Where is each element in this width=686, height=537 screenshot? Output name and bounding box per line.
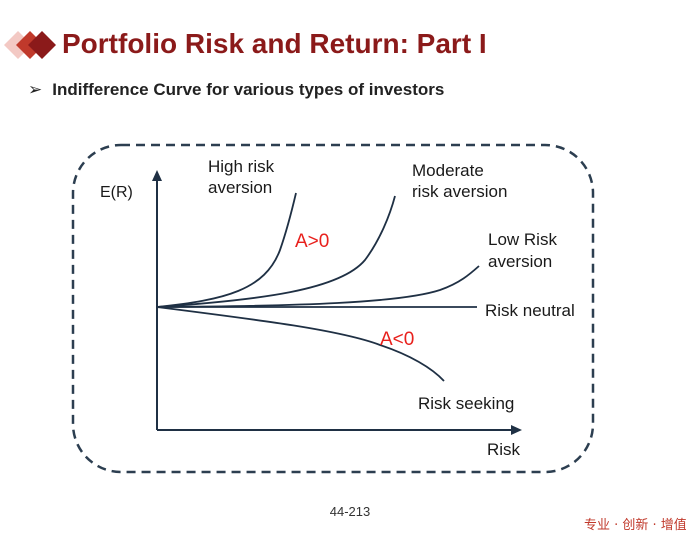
subtitle-text: Indifference Curve for various types of … [52,80,445,99]
curve-risk-seeking [156,306,445,382]
y-axis-arrowhead [152,170,162,181]
annotation-a-negative: A<0 [380,329,414,350]
curve-moderate-risk-aversion [156,195,396,308]
label-high-risk-aversion: High risk aversion [208,157,279,197]
footer-slogan: 专业 · 创新 · 增值 [584,518,686,533]
slide-title: Portfolio Risk and Return: Part I [62,28,487,59]
diamond-logo-icon [4,31,56,59]
label-risk-neutral: Risk neutral [485,301,575,320]
label-low-risk-aversion: Low Risk aversion [488,230,562,271]
slide-header: Portfolio Risk and Return: Part I [0,0,686,80]
diagram-frame [71,143,595,474]
annotation-a-positive: A>0 [295,231,329,252]
y-axis-label: E(R) [100,184,133,201]
label-moderate-risk-aversion: Moderate risk aversion [412,161,507,201]
x-axis-label: Risk [487,440,521,459]
curve-low-risk-aversion [156,265,480,308]
curve-high-risk-aversion [156,192,297,308]
label-risk-seeking: Risk seeking [418,394,514,413]
page-number: 44-213 [329,504,371,519]
x-axis-arrowhead [511,425,522,435]
slide-subtitle: ➢ Indifference Curve for various types of… [28,80,444,100]
arrow-bullet-icon: ➢ [28,80,43,99]
